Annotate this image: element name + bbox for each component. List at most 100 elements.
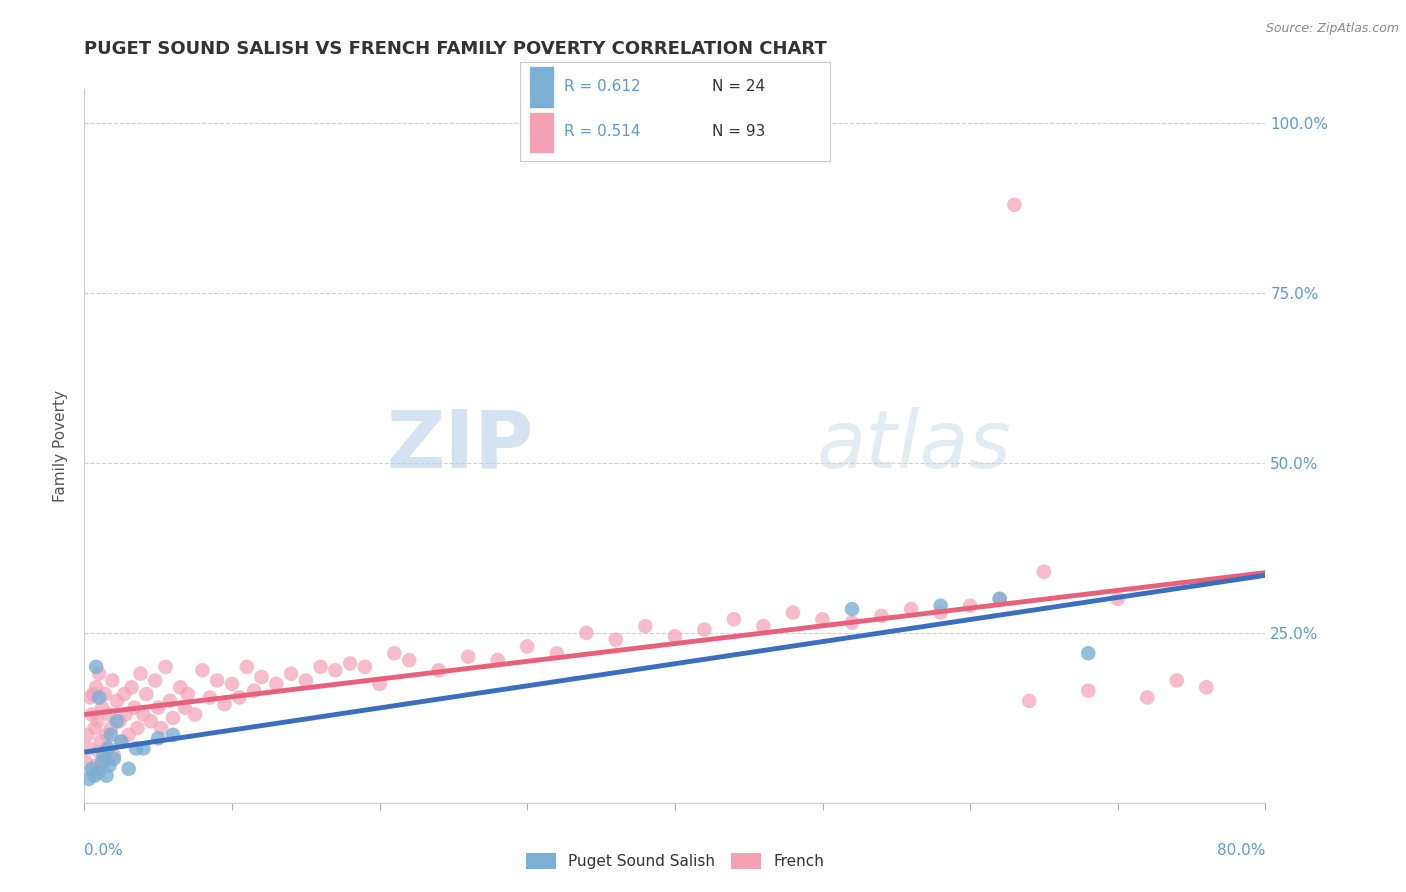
Point: [77, 772, 100, 786]
Point: [191, 663, 214, 677]
Text: 80.0%: 80.0%: [1218, 843, 1265, 858]
Bar: [530, 66, 554, 108]
Point: [96, 769, 118, 783]
Text: PUGET SOUND SALISH VS FRENCH FAMILY POVERTY CORRELATION CHART: PUGET SOUND SALISH VS FRENCH FAMILY POVE…: [84, 40, 827, 58]
Point: [132, 741, 155, 756]
Point: [486, 653, 509, 667]
Point: [382, 646, 406, 660]
Point: [84, 758, 107, 772]
Point: [205, 673, 228, 688]
Point: [83, 769, 105, 783]
Point: [98, 707, 121, 722]
Point: [516, 640, 538, 654]
Point: [96, 728, 118, 742]
Point: [988, 591, 1011, 606]
Point: [139, 714, 162, 729]
Point: [664, 629, 686, 643]
Point: [103, 751, 125, 765]
Point: [89, 765, 111, 780]
Point: [97, 741, 120, 756]
Point: [457, 649, 479, 664]
Point: [1136, 690, 1159, 705]
Point: [91, 755, 114, 769]
Point: [124, 700, 146, 714]
Point: [83, 721, 105, 735]
Point: [1077, 646, 1099, 660]
Point: [108, 714, 131, 729]
Point: [870, 608, 893, 623]
Point: [148, 731, 170, 746]
Text: R = 0.514: R = 0.514: [564, 124, 640, 139]
Y-axis label: Family Poverty: Family Poverty: [53, 390, 69, 502]
Point: [75, 755, 97, 769]
Point: [693, 623, 716, 637]
Point: [988, 591, 1011, 606]
Point: [323, 663, 347, 677]
Point: [93, 755, 115, 769]
Point: [93, 748, 115, 763]
Text: ZIP: ZIP: [385, 407, 533, 485]
Point: [1077, 683, 1099, 698]
Point: [214, 698, 236, 712]
Point: [1195, 680, 1218, 694]
Point: [723, 612, 745, 626]
Point: [105, 694, 128, 708]
Point: [97, 741, 120, 756]
Point: [135, 687, 157, 701]
Point: [80, 707, 103, 722]
Point: [84, 660, 107, 674]
Point: [86, 714, 108, 729]
Point: [125, 741, 148, 756]
Point: [221, 677, 243, 691]
Point: [782, 606, 804, 620]
Point: [264, 677, 288, 691]
Point: [100, 721, 122, 735]
Text: 0.0%: 0.0%: [84, 843, 124, 858]
Text: Source: ZipAtlas.com: Source: ZipAtlas.com: [1265, 22, 1399, 36]
Point: [110, 734, 132, 748]
Point: [929, 606, 952, 620]
Point: [184, 707, 207, 722]
Point: [79, 690, 101, 705]
Text: R = 0.612: R = 0.612: [564, 79, 640, 94]
Point: [1018, 694, 1040, 708]
Point: [159, 694, 181, 708]
Point: [91, 700, 114, 714]
Point: [228, 690, 250, 705]
Legend: Puget Sound Salish, French: Puget Sound Salish, French: [519, 847, 831, 875]
Point: [103, 748, 125, 763]
Text: N = 24: N = 24: [711, 79, 765, 94]
Point: [811, 612, 834, 626]
Point: [900, 602, 922, 616]
Point: [114, 707, 136, 722]
Point: [339, 657, 361, 671]
Point: [94, 687, 117, 701]
Point: [150, 721, 173, 735]
Point: [89, 745, 111, 759]
Point: [398, 653, 420, 667]
Point: [752, 619, 775, 633]
Point: [1004, 198, 1026, 212]
Point: [118, 762, 141, 776]
Point: [82, 765, 104, 780]
Point: [177, 687, 200, 701]
Point: [841, 602, 863, 616]
Point: [155, 660, 177, 674]
Point: [280, 666, 302, 681]
Point: [105, 714, 128, 729]
Point: [236, 660, 259, 674]
Point: [100, 728, 122, 742]
Point: [148, 700, 170, 714]
Point: [162, 728, 184, 742]
Point: [243, 683, 266, 698]
Point: [127, 721, 149, 735]
Point: [575, 626, 598, 640]
Point: [110, 734, 132, 748]
Point: [605, 632, 627, 647]
Point: [132, 707, 155, 722]
Point: [959, 599, 981, 613]
Point: [841, 615, 863, 630]
Point: [1107, 591, 1129, 606]
Point: [634, 619, 657, 633]
Point: [89, 690, 111, 705]
